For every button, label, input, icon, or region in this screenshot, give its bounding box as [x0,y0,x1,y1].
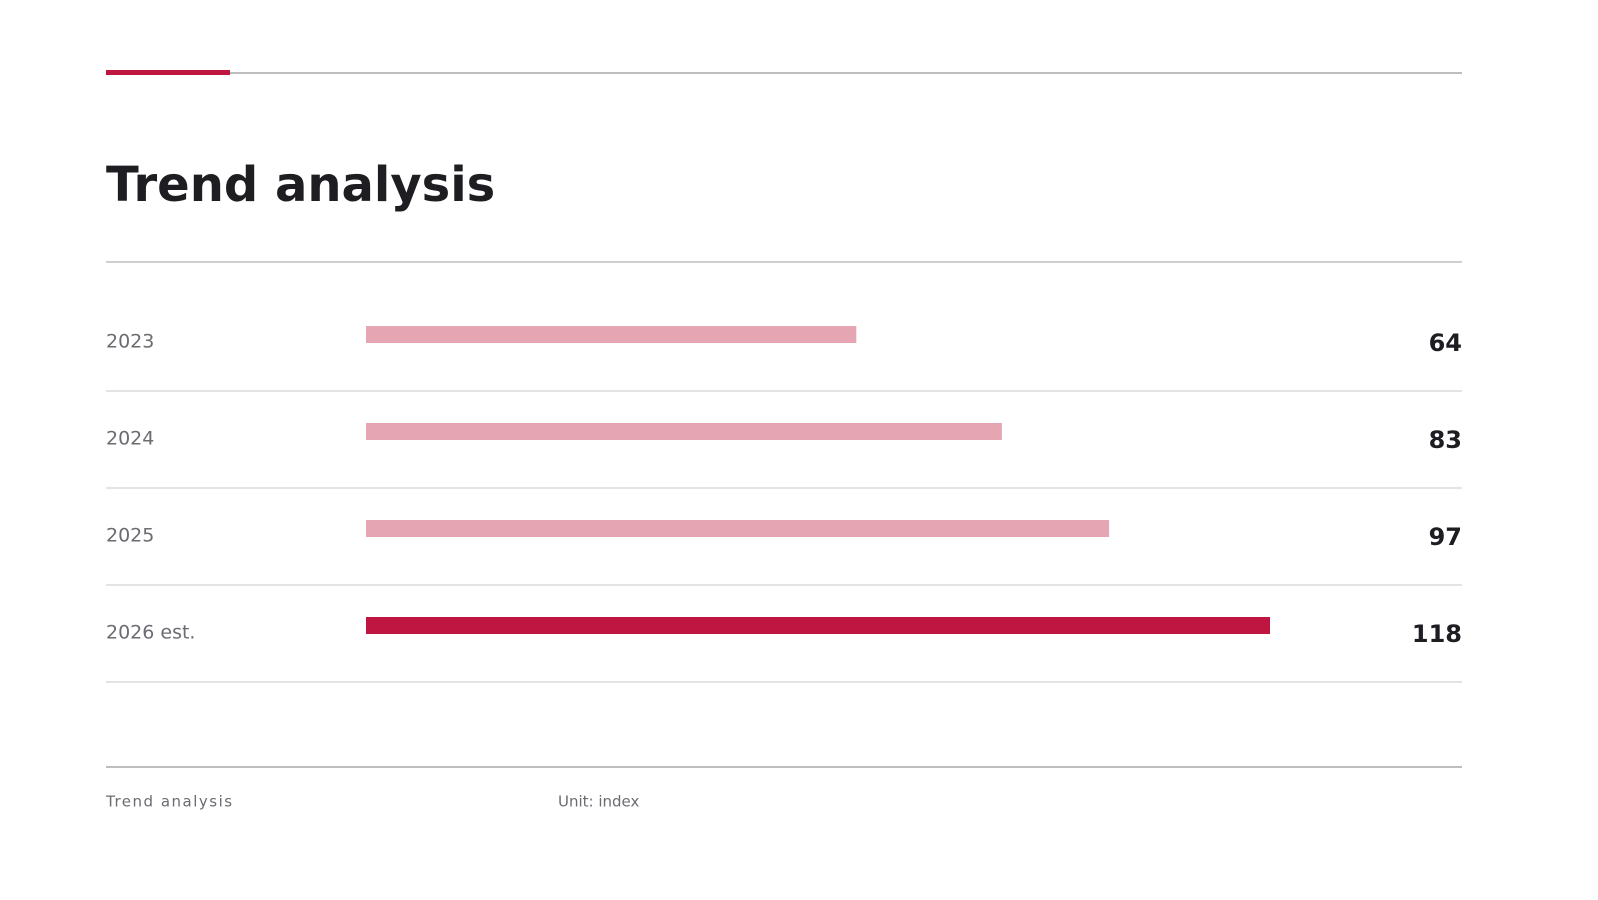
row-label: 2026 est. [106,622,195,644]
chart-title: Trend analysis [106,157,495,213]
row-label: 2025 [106,525,154,547]
footer-label: Trend analysis [105,793,234,811]
bar [366,520,1110,537]
bar [366,326,857,343]
value-label: 118 [1412,620,1462,648]
row-label: 2023 [106,331,154,353]
accent-bar [106,70,230,75]
value-label: 64 [1429,329,1462,357]
bar [366,617,1270,634]
row-label: 2024 [106,428,154,450]
unit-note: Unit: index [558,793,640,811]
value-label: 83 [1429,426,1462,454]
bar [366,423,1002,440]
value-label: 97 [1429,523,1462,551]
